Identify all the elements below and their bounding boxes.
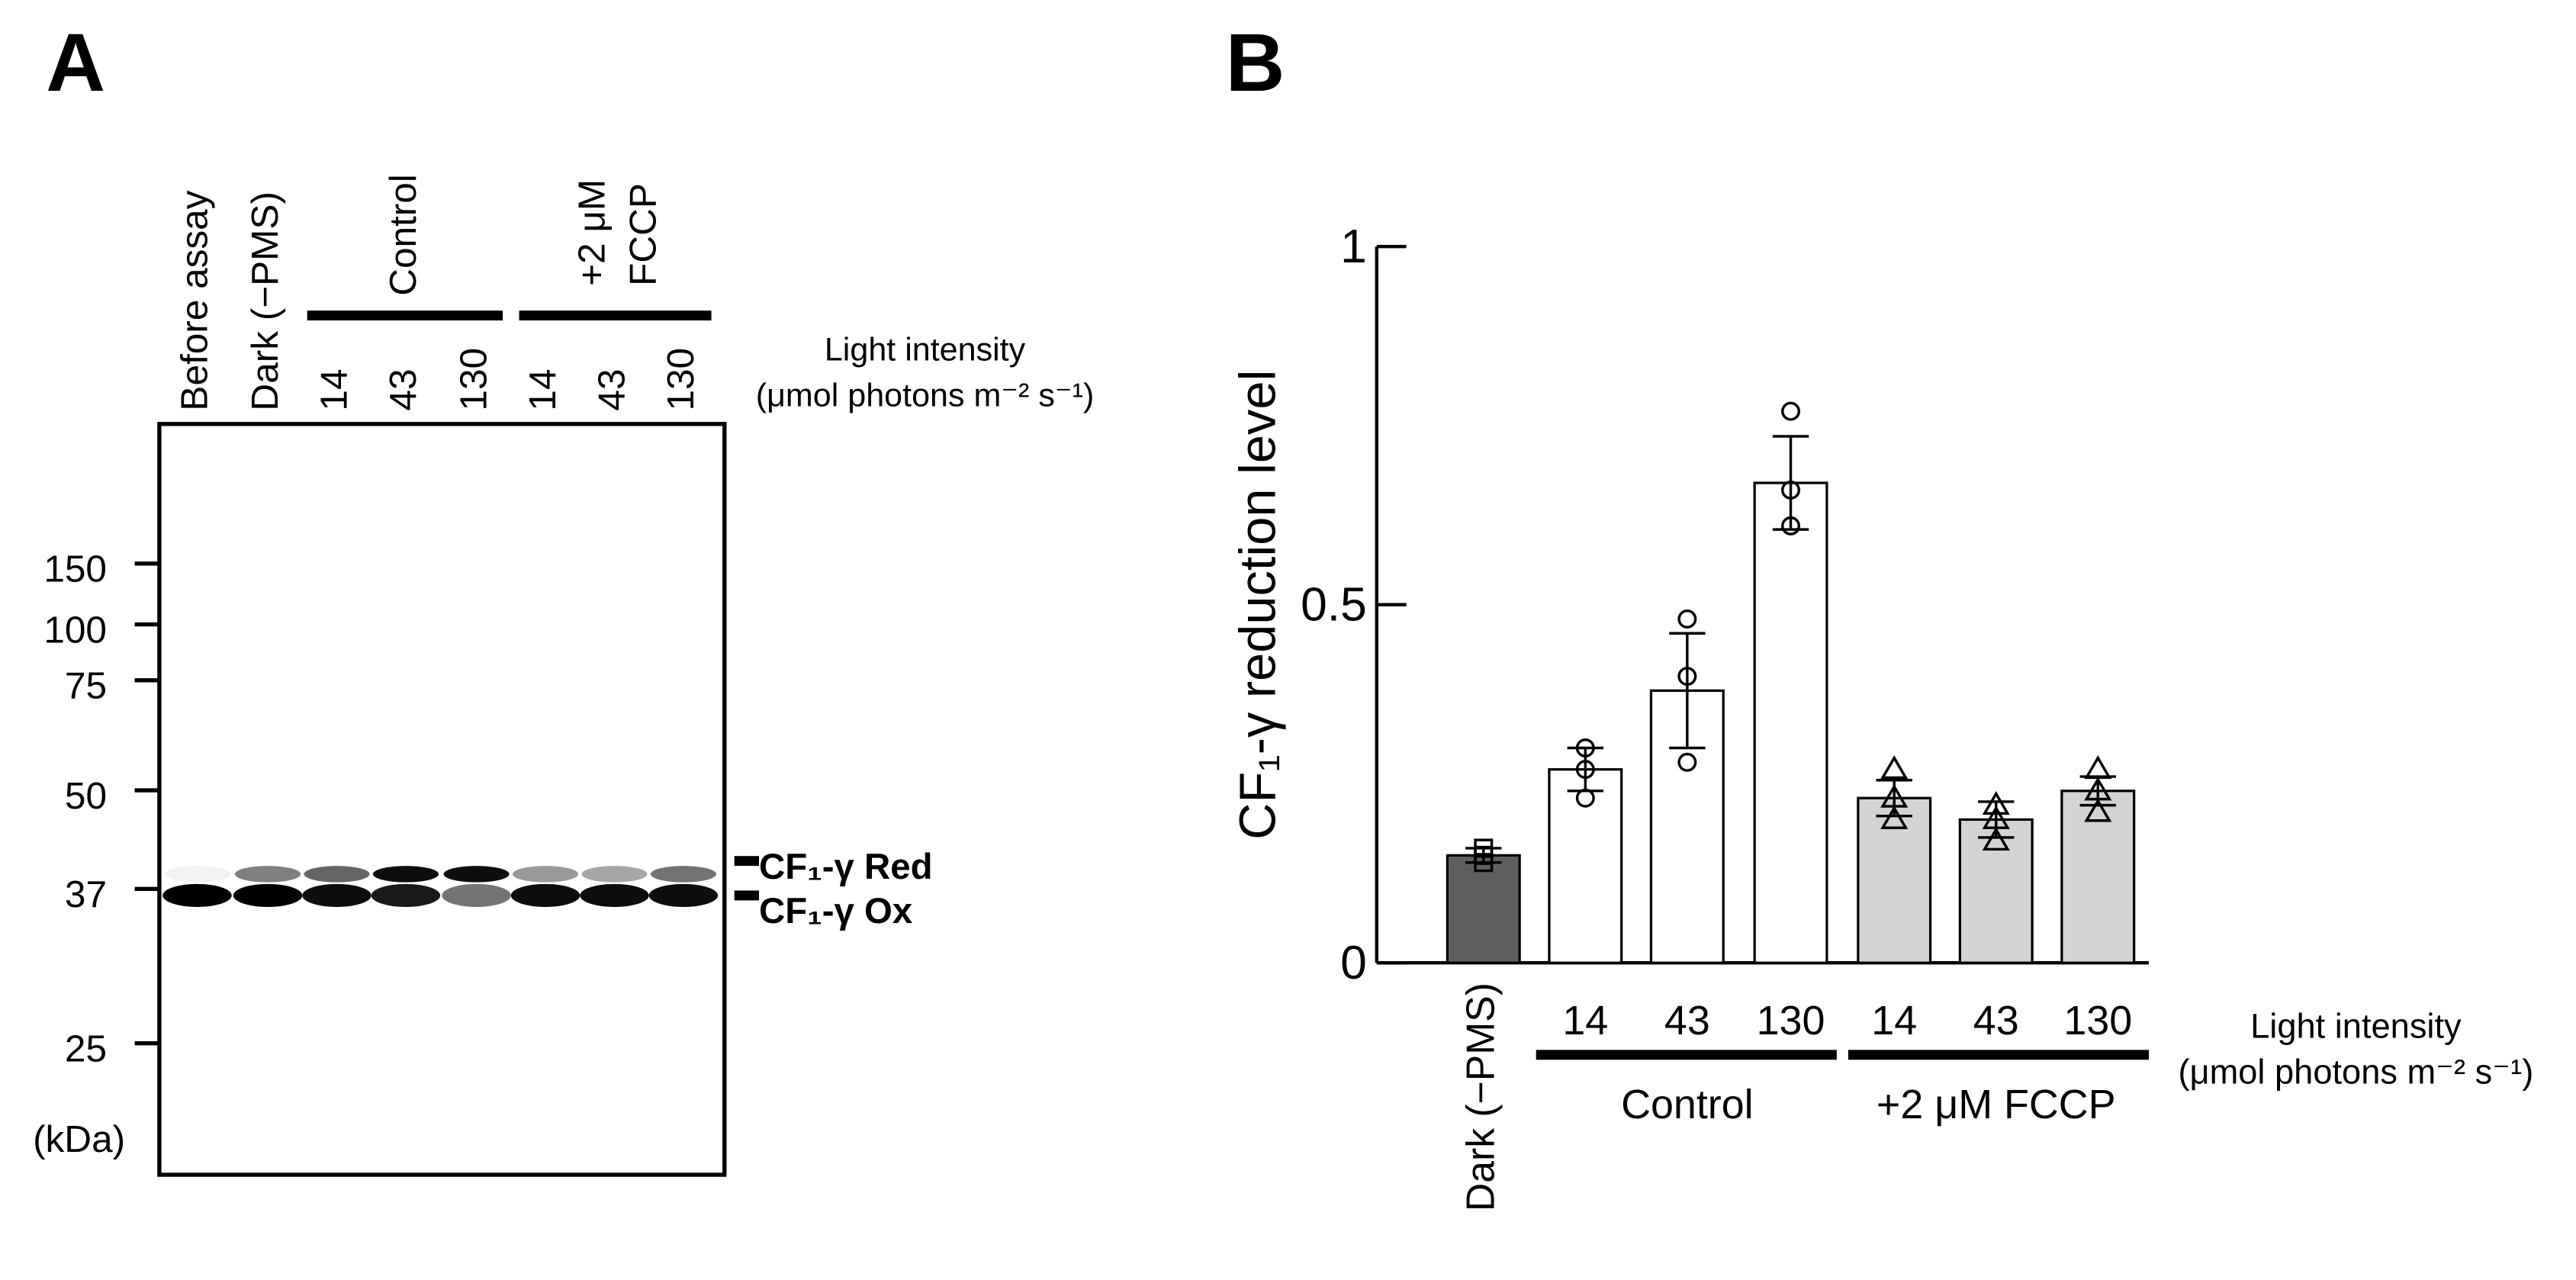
band [580, 883, 649, 907]
band [371, 883, 441, 907]
bar [1857, 796, 1932, 964]
band [304, 866, 370, 883]
group-bar [1536, 1050, 1837, 1060]
y-tick-label: 0.5 [1301, 578, 1367, 632]
mw-unit: (kDa) [33, 1118, 125, 1160]
data-point [1474, 853, 1494, 873]
band-marker [734, 856, 760, 867]
group-label: Control [382, 174, 424, 296]
x-tick-label: 14 [1871, 998, 1917, 1044]
band [162, 883, 232, 907]
blot-frame [157, 422, 727, 1177]
lane-label: 130 [453, 348, 495, 411]
data-point [1677, 609, 1697, 629]
lane-label: 43 [591, 368, 633, 410]
bar [1548, 768, 1623, 964]
group-bar [519, 310, 712, 321]
band-label: CF₁-γ Ox [759, 891, 912, 931]
group-label: Control [1621, 1082, 1754, 1127]
group-label: +2 μM FCCP [1877, 1082, 2116, 1127]
band [510, 883, 580, 907]
data-point [1880, 755, 1909, 780]
lane-label: Dark (−PMS) [244, 191, 286, 411]
mw-label: 150 [43, 548, 107, 590]
lane-label: Before assay [174, 190, 216, 410]
data-point [2084, 755, 2112, 780]
band [234, 866, 301, 883]
data-point [1781, 516, 1801, 535]
axis-label: (μmol photons m⁻² s⁻¹) [756, 378, 1095, 414]
data-point [2084, 798, 2112, 822]
band [648, 883, 719, 907]
mw-label: 100 [43, 609, 107, 651]
bar [2060, 790, 2136, 964]
mw-label: 25 [65, 1028, 107, 1070]
band-marker [734, 890, 760, 901]
data-point [1575, 738, 1595, 757]
lane-label: 43 [382, 368, 424, 410]
y-axis-label: CF₁-γ reduction level [1230, 370, 1287, 840]
data-point [1781, 401, 1801, 421]
lane-label: 14 [522, 368, 564, 410]
y-tick-label: 0 [1340, 936, 1367, 989]
x-axis-label: (μmol photons m⁻² s⁻¹) [2179, 1053, 2534, 1092]
group-label: FCCP [622, 183, 664, 286]
x-tick-label: 130 [1757, 998, 1825, 1044]
band [233, 883, 303, 907]
bar [1446, 854, 1521, 964]
band [164, 866, 230, 883]
data-point [1575, 788, 1595, 808]
x-tick-label: 130 [2063, 998, 2132, 1044]
bar [1958, 818, 2034, 964]
mw-label: 37 [65, 873, 107, 915]
band [372, 866, 439, 883]
axis-label: Light intensity [825, 331, 1026, 368]
data-point [1982, 827, 2010, 851]
lane-label: 130 [660, 348, 702, 411]
data-point [1982, 791, 2010, 815]
data-point [1781, 480, 1801, 500]
data-point [1677, 752, 1697, 772]
x-tick-label: Dark (−PMS) [1458, 983, 1502, 1211]
x-tick-label: 14 [1562, 998, 1608, 1044]
band-label: CF₁-γ Red [759, 847, 933, 887]
data-point [1575, 760, 1595, 780]
error-bar [1669, 632, 1706, 750]
group-bar [307, 310, 503, 321]
band [443, 866, 510, 883]
mw-label: 50 [65, 775, 107, 817]
group-bar [1848, 1050, 2150, 1060]
band [581, 866, 648, 883]
band [650, 866, 717, 883]
mw-label: 75 [65, 665, 107, 707]
y-tick-label: 1 [1340, 220, 1367, 273]
lane-label: 14 [314, 368, 355, 410]
x-tick-label: 43 [1973, 998, 2019, 1044]
band [442, 883, 511, 907]
panel-label: A [46, 17, 105, 108]
band [302, 883, 371, 907]
panel-label: B [1226, 17, 1285, 108]
data-point [1677, 667, 1697, 687]
band [512, 866, 579, 883]
x-tick-label: 43 [1664, 998, 1710, 1044]
group-label: +2 μM [571, 179, 613, 286]
data-point [1880, 805, 1909, 829]
x-axis-label: Light intensity [2250, 1006, 2462, 1045]
bar [1753, 481, 1828, 964]
